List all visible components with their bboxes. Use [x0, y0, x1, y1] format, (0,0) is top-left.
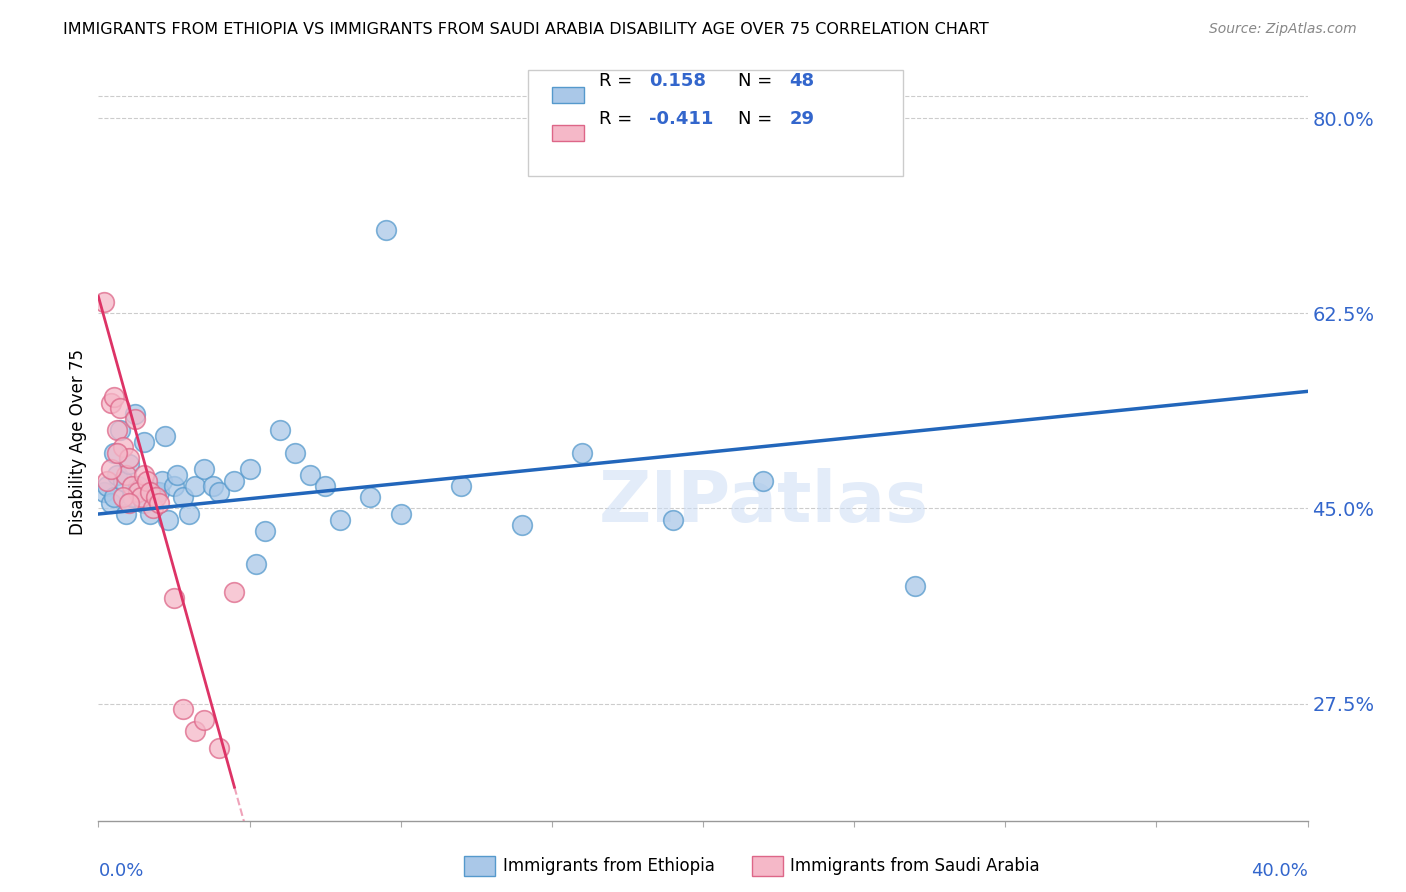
Point — [132, 434, 155, 449]
Point — [184, 724, 207, 739]
Point — [127, 479, 149, 493]
Y-axis label: Disability Age Over 75: Disability Age Over 75 — [69, 349, 87, 534]
Text: ZIPatlas: ZIPatlas — [599, 467, 928, 537]
Point — [329, 512, 352, 526]
Point — [299, 467, 322, 482]
Text: 29: 29 — [790, 111, 814, 128]
Text: N =: N = — [738, 72, 778, 90]
Point — [202, 479, 225, 493]
Point — [510, 518, 533, 533]
Point — [145, 491, 167, 505]
Point — [450, 479, 472, 493]
Point — [208, 484, 231, 499]
Point — [93, 484, 115, 499]
Point — [239, 462, 262, 476]
Text: 48: 48 — [790, 72, 814, 90]
Point — [103, 446, 125, 460]
Point — [111, 491, 134, 505]
Point — [374, 223, 396, 237]
Text: IMMIGRANTS FROM ETHIOPIA VS IMMIGRANTS FROM SAUDI ARABIA DISABILITY AGE OVER 75 : IMMIGRANTS FROM ETHIOPIA VS IMMIGRANTS F… — [63, 22, 988, 37]
Point — [105, 467, 128, 482]
Point — [139, 507, 162, 521]
FancyBboxPatch shape — [527, 70, 903, 177]
Point — [163, 591, 186, 605]
Point — [132, 467, 155, 482]
Point — [389, 507, 412, 521]
Point — [111, 474, 134, 488]
Text: Immigrants from Saudi Arabia: Immigrants from Saudi Arabia — [790, 857, 1040, 875]
Point — [156, 512, 179, 526]
Point — [142, 484, 165, 499]
Point — [284, 446, 307, 460]
Point — [127, 484, 149, 499]
Point — [108, 401, 131, 416]
Point — [314, 479, 336, 493]
Point — [100, 496, 122, 510]
Point — [245, 557, 267, 572]
FancyBboxPatch shape — [551, 125, 583, 141]
Point — [193, 462, 215, 476]
Point — [100, 462, 122, 476]
Point — [571, 446, 593, 460]
Point — [121, 479, 143, 493]
Point — [129, 491, 152, 505]
Point — [103, 390, 125, 404]
Point — [124, 407, 146, 421]
Point — [114, 467, 136, 482]
Point — [184, 479, 207, 493]
Text: Source: ZipAtlas.com: Source: ZipAtlas.com — [1209, 22, 1357, 37]
Point — [93, 295, 115, 310]
Point — [105, 424, 128, 438]
Point — [163, 479, 186, 493]
Point — [360, 491, 382, 505]
Point — [118, 496, 141, 510]
Point — [139, 484, 162, 499]
Point — [114, 507, 136, 521]
Text: Immigrants from Ethiopia: Immigrants from Ethiopia — [503, 857, 716, 875]
Point — [752, 474, 775, 488]
Point — [142, 501, 165, 516]
Point — [148, 496, 170, 510]
Text: 0.0%: 0.0% — [98, 863, 143, 880]
Text: 0.158: 0.158 — [650, 72, 706, 90]
Point — [135, 474, 157, 488]
Text: R =: R = — [599, 72, 637, 90]
Point — [111, 440, 134, 454]
Point — [100, 395, 122, 409]
Point — [166, 467, 188, 482]
Point — [108, 424, 131, 438]
Point — [661, 512, 683, 526]
Point — [150, 474, 173, 488]
Point — [253, 524, 276, 538]
Point — [208, 741, 231, 756]
Text: N =: N = — [738, 111, 778, 128]
Point — [172, 491, 194, 505]
Text: 40.0%: 40.0% — [1251, 863, 1308, 880]
Point — [105, 446, 128, 460]
Point — [904, 580, 927, 594]
Point — [118, 451, 141, 466]
Text: R =: R = — [599, 111, 637, 128]
Text: -0.411: -0.411 — [650, 111, 714, 128]
Point — [224, 474, 246, 488]
Point — [193, 714, 215, 728]
Point — [153, 429, 176, 443]
Point — [96, 479, 118, 493]
Point — [121, 491, 143, 505]
Point — [179, 507, 201, 521]
Point — [103, 491, 125, 505]
Point — [118, 457, 141, 471]
Point — [172, 702, 194, 716]
Point — [124, 412, 146, 426]
Point — [132, 496, 155, 510]
Point — [224, 585, 246, 599]
Point — [148, 484, 170, 499]
Point — [145, 484, 167, 499]
Point — [96, 474, 118, 488]
Point — [269, 424, 291, 438]
FancyBboxPatch shape — [551, 87, 583, 103]
